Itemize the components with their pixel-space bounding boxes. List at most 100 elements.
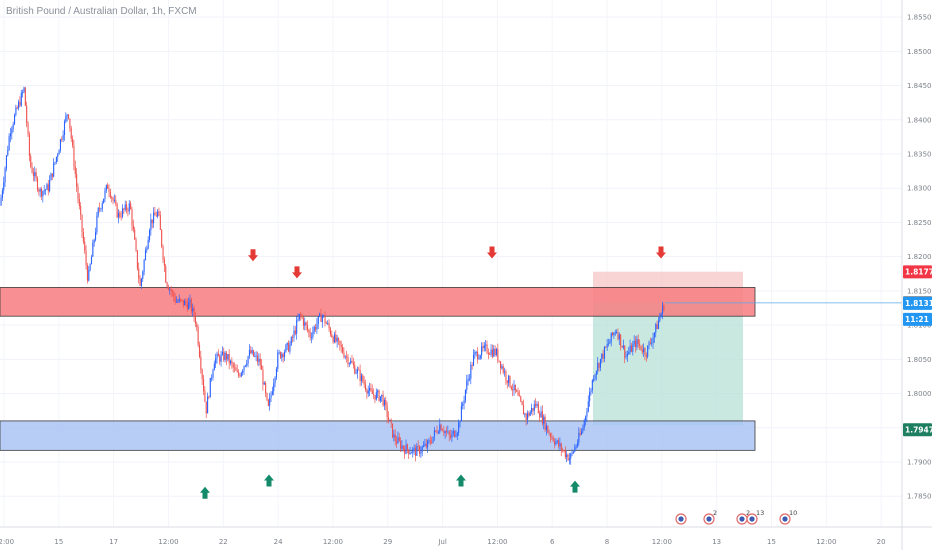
candle-body (560, 443, 562, 451)
x-tick-label: 12:00 (816, 538, 836, 546)
candle-body (165, 266, 167, 283)
candle-body (332, 336, 334, 343)
candle-body (134, 229, 136, 240)
candle-body (77, 186, 79, 199)
x-tick-label: 12:00 (487, 538, 507, 546)
candle-body (489, 354, 491, 355)
price-badge (903, 312, 932, 326)
candle-body (486, 344, 488, 353)
candle-body (336, 337, 338, 342)
candle-body (143, 260, 145, 272)
candle-body (296, 320, 298, 334)
candle-body (215, 358, 217, 364)
candle-body (331, 334, 333, 337)
candle-body (284, 351, 286, 357)
candle-body (425, 443, 427, 448)
candle-body (14, 114, 16, 125)
candle-body (535, 404, 537, 406)
candle-body (462, 403, 464, 406)
candle-body (51, 173, 53, 177)
candle-body (306, 325, 309, 331)
candle-body (637, 339, 639, 345)
candle-body (578, 433, 580, 443)
candle-body (635, 340, 637, 348)
candle-body (192, 307, 194, 312)
candle-body (188, 302, 190, 310)
candle-body (251, 350, 253, 354)
candle-body (167, 286, 169, 290)
candle-body (406, 444, 408, 450)
candle-body (86, 265, 88, 281)
candle-body (24, 87, 26, 106)
candle-body (335, 334, 337, 342)
candle-body (343, 352, 345, 358)
candle-body (632, 344, 634, 352)
candle-body (93, 239, 95, 243)
candle-body (633, 340, 635, 345)
candle-body (456, 432, 458, 436)
price-badge-label: 1.79471 (905, 426, 932, 435)
candle-body (72, 138, 74, 146)
candle-body (99, 208, 101, 209)
candle-body (436, 430, 438, 433)
candle-body (481, 346, 483, 356)
candle-body (225, 352, 228, 360)
candle-body (460, 405, 462, 422)
candle-body (124, 204, 126, 210)
candle-body (639, 344, 641, 346)
candle-body (257, 355, 259, 362)
candle-body (120, 216, 122, 218)
candle-body (544, 416, 546, 430)
candle-body (483, 345, 485, 349)
candle-body (327, 323, 329, 325)
candle-body (620, 334, 622, 347)
x-tick-label: Jul (437, 538, 447, 546)
candle-body (649, 342, 651, 344)
candle-body (339, 340, 341, 346)
candle-body (126, 204, 128, 211)
candle-body (448, 431, 450, 436)
candle-body (244, 365, 246, 367)
candle-body (298, 314, 300, 320)
candle-body (482, 346, 484, 349)
candle-body (212, 370, 214, 378)
candle-body (591, 380, 593, 391)
candle-body (5, 155, 7, 169)
candle-body (606, 344, 608, 348)
candle-body (344, 356, 346, 358)
candle-body (478, 358, 480, 360)
candle-body (566, 454, 568, 457)
candle-body (9, 133, 12, 137)
candle-body (61, 139, 63, 141)
candle-body (176, 301, 178, 303)
candle-body (356, 369, 358, 373)
candle-body (58, 150, 60, 155)
candle-body (113, 200, 115, 202)
candle-body (455, 435, 457, 437)
candle-body (505, 371, 507, 381)
candle-body (387, 417, 390, 420)
candle-body (554, 441, 556, 445)
candle-body (300, 314, 302, 316)
price-badge-label: 1.81318 (905, 299, 932, 308)
candle-body (271, 391, 273, 395)
candle-body (130, 203, 132, 210)
candle-body (235, 367, 237, 371)
candle-body (645, 355, 647, 357)
candle-body (166, 282, 168, 287)
candle-body (509, 375, 511, 387)
candle-body (227, 354, 229, 360)
x-tick-label: 29 (383, 538, 392, 546)
candle-body (127, 210, 129, 212)
candle-body (656, 324, 658, 329)
candle-body (230, 360, 232, 364)
candle-body (624, 345, 626, 358)
candle-body (154, 212, 156, 216)
candle-body (652, 337, 654, 343)
candle-body (397, 437, 399, 444)
candle-body (1, 190, 3, 198)
candle-body (155, 215, 157, 217)
down-arrow-icon (487, 246, 497, 259)
candle-body (324, 315, 326, 324)
